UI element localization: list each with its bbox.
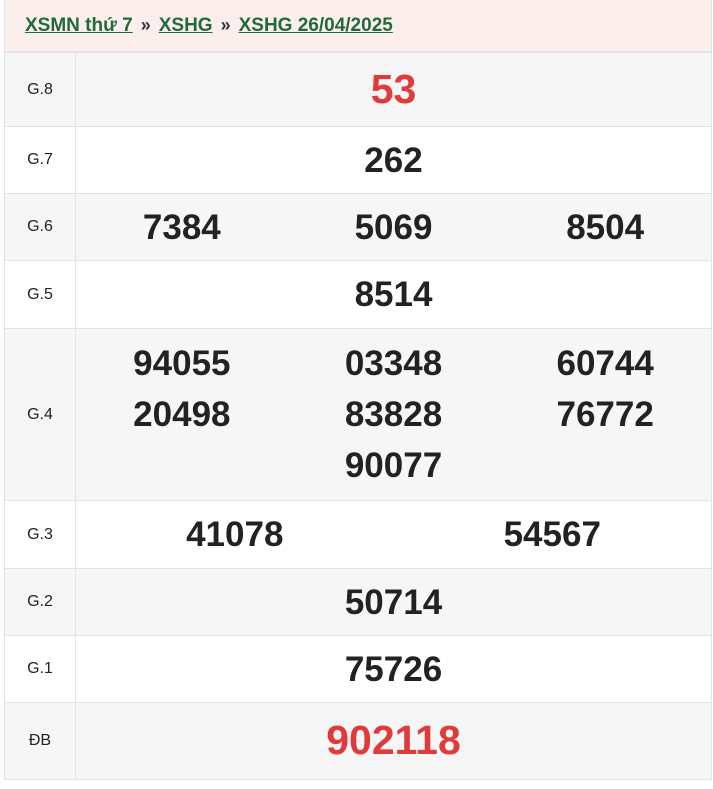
- prize-number: 83828: [344, 395, 443, 434]
- prize-number: 54567: [503, 515, 601, 554]
- prize-number: 5069: [354, 207, 433, 247]
- prize-number: 8514: [354, 275, 433, 314]
- prize-numbers: 902118: [76, 715, 711, 766]
- prize-label: G.2: [5, 568, 76, 636]
- prize-label: G.4: [5, 328, 76, 501]
- prize-number: 90077: [344, 446, 443, 485]
- breadcrumb-link-date[interactable]: XSHG 26/04/2025: [238, 14, 393, 36]
- prize-row: G.4 94055 03348 60744 20498 83828 76772 90077: [5, 328, 711, 501]
- prize-row: G.7 262: [5, 126, 711, 194]
- breadcrumb-separator: »: [140, 15, 151, 35]
- prize-number: 7384: [142, 207, 221, 247]
- prize-label: G.1: [5, 635, 76, 703]
- prize-label: G.3: [5, 500, 76, 569]
- breadcrumb-link-xsmn[interactable]: XSMN thứ 7: [25, 14, 133, 36]
- prize-numbers: 41078 54567: [76, 509, 711, 560]
- prize-number: 75726: [344, 649, 443, 689]
- prize-number: 8504: [566, 207, 645, 247]
- prize-number: 20498: [133, 395, 231, 434]
- prize-label: ĐB: [5, 702, 76, 779]
- breadcrumb: XSMN thứ 7 » XSHG » XSHG 26/04/2025: [5, 0, 711, 52]
- prize-row: G.6 7384 5069 8504: [5, 193, 711, 261]
- prize-number: 94055: [133, 344, 231, 383]
- prize-number: 76772: [556, 395, 654, 434]
- results-table: G.8 53 G.7 262 G.6 7384 5069 8504 G.5 8514 G.4 9405…: [5, 52, 711, 779]
- prize-number: 50714: [344, 582, 443, 622]
- prize-number: 41078: [186, 515, 284, 554]
- prize-number: 60744: [556, 344, 654, 383]
- prize-label: G.6: [5, 193, 76, 261]
- prize-label: G.8: [5, 52, 76, 127]
- prize-row: G.2 50714: [5, 568, 711, 636]
- prize-row: G.5 8514: [5, 260, 711, 329]
- prize-number: 902118: [326, 717, 461, 764]
- prize-row: G.8 53: [5, 52, 711, 127]
- prize-row: ĐB 902118: [5, 702, 711, 779]
- breadcrumb-link-xshg[interactable]: XSHG: [158, 14, 213, 36]
- prize-number: 53: [370, 66, 417, 112]
- prize-numbers: 262: [76, 135, 711, 186]
- prize-numbers: 94055 03348 60744 20498 83828 76772 90077: [76, 338, 711, 491]
- prize-number: 03348: [344, 344, 443, 383]
- prize-numbers: 8514: [76, 269, 711, 320]
- prize-numbers: 50714: [76, 577, 711, 628]
- prize-row: G.1 75726: [5, 635, 711, 703]
- results-panel: XSMN thứ 7 » XSHG » XSHG 26/04/2025 G.8 5…: [4, 0, 712, 780]
- prize-row: G.3 41078 54567: [5, 500, 711, 569]
- prize-numbers: 7384 5069 8504: [76, 202, 711, 253]
- prize-number: 262: [364, 140, 423, 180]
- prize-numbers: 53: [76, 64, 711, 115]
- prize-numbers: 75726: [76, 644, 711, 695]
- prize-label: G.5: [5, 260, 76, 329]
- breadcrumb-separator: »: [220, 15, 231, 35]
- prize-label: G.7: [5, 126, 76, 194]
